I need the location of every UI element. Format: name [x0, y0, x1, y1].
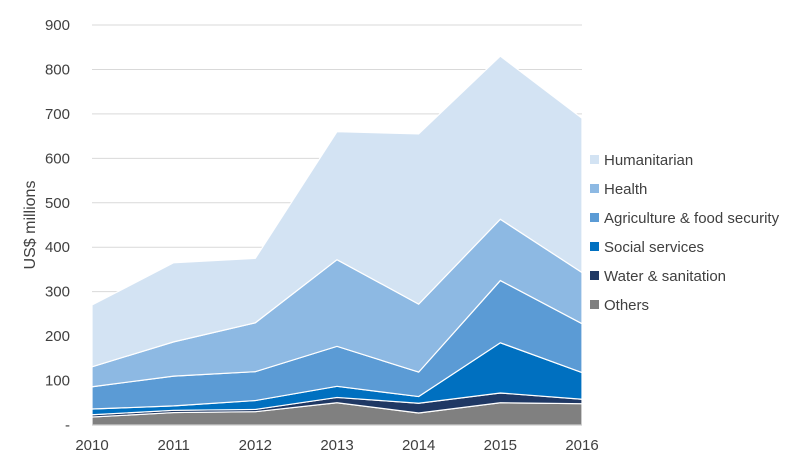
legend-label: Water & sanitation	[604, 268, 726, 285]
y-tick-label: 700	[45, 106, 70, 123]
y-tick-label: 800	[45, 61, 70, 78]
y-tick-label: 100	[45, 373, 70, 390]
legend-swatch	[590, 242, 599, 251]
legend-swatch	[590, 155, 599, 164]
y-tick-label: 400	[45, 239, 70, 256]
y-tick-label: -	[65, 417, 70, 434]
y-tick-label: 600	[45, 150, 70, 167]
legend-label: Health	[604, 181, 647, 198]
x-tick-label: 2011	[158, 437, 190, 454]
x-tick-label: 2012	[239, 437, 272, 454]
x-axis-tick-labels: 2010 2011 2012 2013 2014 2015 2016	[75, 437, 598, 454]
y-tick-label: 500	[45, 195, 70, 212]
legend-swatch	[590, 271, 599, 280]
legend-swatch	[590, 300, 599, 309]
y-axis-tick-labels: - 100 200 300 400 500 600 700 800 900	[45, 17, 70, 434]
area-series	[91, 55, 583, 426]
legend-label: Others	[604, 297, 649, 314]
x-tick-label: 2014	[402, 437, 435, 454]
y-axis-title: US$ millions	[22, 181, 39, 270]
x-tick-label: 2015	[484, 437, 517, 454]
y-tick-label: 900	[45, 17, 70, 34]
x-tick-label: 2013	[320, 437, 353, 454]
area-humanitarian	[91, 55, 583, 368]
x-tick-label: 2016	[565, 437, 598, 454]
y-tick-label: 300	[45, 284, 70, 301]
y-tick-label: 200	[45, 328, 70, 345]
legend-swatch	[590, 213, 599, 222]
legend-label: Agriculture & food security	[604, 210, 780, 227]
legend-label: Social services	[604, 239, 704, 256]
legend: Humanitarian Health Agriculture & food sec…	[590, 152, 780, 314]
legend-swatch	[590, 184, 599, 193]
legend-label: Humanitarian	[604, 152, 693, 169]
x-tick-label: 2010	[75, 437, 108, 454]
